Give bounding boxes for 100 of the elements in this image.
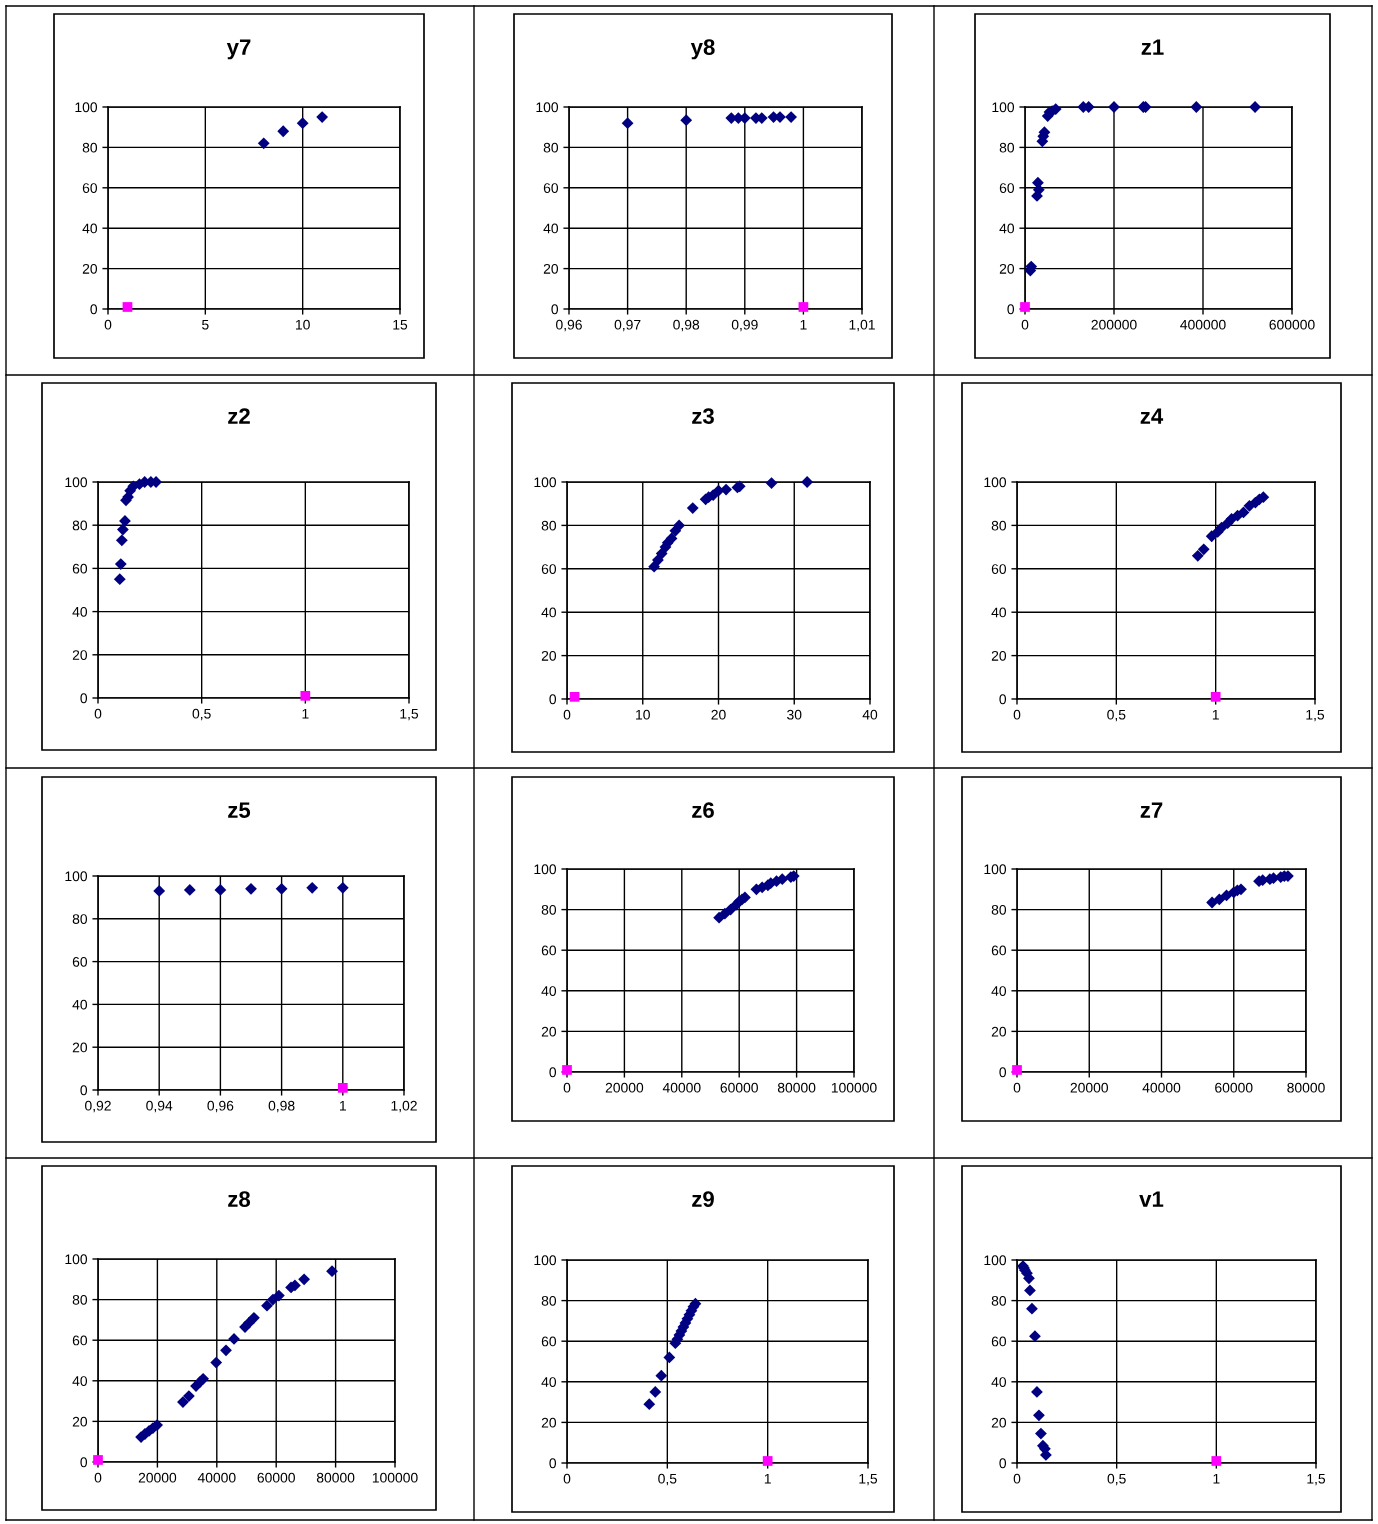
y-tick-label: 40 (541, 986, 557, 996)
y-tick-label: 100 (65, 871, 88, 882)
y-tick-label: 20 (72, 650, 88, 660)
y-tick-label: 40 (541, 607, 557, 618)
x-tick-label: 0 (104, 319, 112, 330)
x-tick-label: 0,98 (268, 1100, 295, 1113)
x-tick-label: 100000 (372, 1472, 418, 1483)
x-tick-label: 10 (296, 319, 310, 330)
x-tick-label: 1 (800, 319, 807, 330)
y-tick-label: 40 (543, 223, 559, 234)
x-tick-label: 60000 (1215, 1082, 1253, 1093)
y-tick-label: 0 (549, 1458, 557, 1469)
x-tick-label: 15 (393, 319, 408, 330)
x-tick-label: 40000 (197, 1472, 236, 1483)
x-tick-label: 80000 (316, 1472, 355, 1483)
x-tick-label: 30 (787, 709, 802, 720)
y-tick-label: 100 (536, 102, 559, 113)
x-tick-label: 20000 (1070, 1082, 1109, 1093)
y-tick-label: 20 (991, 1026, 1007, 1037)
x-tick-label: 1 (1213, 1473, 1220, 1484)
y-tick-label: 100 (65, 477, 88, 488)
chart-title: z6 (692, 802, 714, 818)
x-tick-label: 0,5 (192, 708, 211, 721)
x-tick-label: 1 (1212, 709, 1219, 720)
y-tick-label: 100 (534, 477, 557, 488)
y-tick-label: 80 (72, 1294, 88, 1305)
y-tick-label: 40 (72, 999, 88, 1010)
y-tick-label: 60 (991, 945, 1007, 956)
y-tick-label: 100 (984, 864, 1007, 875)
y-tick-label: 40 (72, 606, 88, 617)
x-tick-label: 60000 (720, 1082, 758, 1093)
x-tick-label: 80000 (1287, 1082, 1325, 1093)
x-tick-label: 0,5 (658, 1473, 677, 1486)
x-tick-label: 100000 (831, 1082, 877, 1093)
y-tick-label: 20 (999, 263, 1015, 274)
x-tick-label: 1 (340, 1100, 346, 1111)
y-tick-label: 20 (72, 1416, 88, 1427)
chart-title: y7 (226, 39, 251, 60)
y-tick-label: 20 (541, 650, 557, 661)
y-tick-label: 20 (541, 1417, 557, 1428)
y-tick-label: 100 (534, 864, 557, 875)
y-tick-label: 100 (984, 1255, 1007, 1266)
y-tick-label: 0 (90, 304, 98, 315)
x-tick-label: 0,98 (673, 319, 700, 332)
y-tick-label: 40 (72, 1376, 88, 1386)
y-tick-label: 20 (543, 263, 559, 274)
y-tick-label: 40 (991, 607, 1007, 618)
x-tick-label: 10 (636, 709, 650, 720)
y-tick-label: 20 (991, 1417, 1007, 1428)
y-tick-label: 20 (82, 263, 98, 274)
y-tick-label: 60 (543, 183, 559, 193)
y-tick-label: 80 (541, 904, 557, 915)
y-tick-label: 40 (999, 223, 1015, 234)
y-tick-label: 80 (999, 142, 1015, 153)
y-tick-label: 0 (80, 693, 88, 704)
x-tick-label: 20000 (138, 1472, 177, 1483)
chart-title: z7 (1140, 802, 1163, 818)
chart-title: z5 (228, 802, 251, 818)
y-tick-label: 60 (991, 1336, 1007, 1347)
y-tick-label: 100 (534, 1255, 557, 1266)
y-tick-label: 0 (80, 1457, 88, 1468)
y-tick-label: 60 (541, 1336, 557, 1347)
y-tick-label: 60 (991, 564, 1007, 574)
y-tick-label: 0 (999, 1458, 1007, 1469)
x-tick-label: 0,96 (556, 319, 582, 332)
x-tick-label: 0 (563, 1473, 571, 1484)
y-tick-label: 20 (541, 1026, 557, 1037)
x-tick-label: 5 (202, 319, 209, 330)
y-tick-label: 80 (72, 520, 88, 531)
chart-title: z8 (228, 1191, 251, 1207)
y-tick-label: 60 (82, 183, 98, 193)
y-tick-label: 100 (65, 1254, 88, 1265)
y-tick-label: 80 (82, 142, 98, 153)
y-tick-label: 60 (72, 1335, 88, 1346)
x-tick-label: 60000 (257, 1472, 295, 1483)
x-tick-label: 0,97 (614, 319, 641, 332)
y-tick-label: 80 (72, 914, 88, 924)
x-tick-label: 0,94 (146, 1100, 173, 1113)
chart-title: z3 (692, 408, 714, 424)
y-tick-label: 40 (541, 1377, 557, 1387)
x-tick-label: 40000 (1142, 1082, 1181, 1093)
chart-title: z2 (228, 408, 250, 424)
y-tick-label: 80 (543, 142, 559, 153)
y-tick-label: 80 (991, 520, 1007, 531)
x-tick-label: 1,5 (1306, 709, 1325, 722)
y-tick-label: 40 (82, 223, 98, 234)
y-tick-label: 80 (991, 904, 1007, 915)
x-tick-label: 1,01 (849, 319, 875, 332)
x-tick-label: 1 (764, 1473, 771, 1484)
y-tick-label: 100 (75, 102, 98, 113)
y-tick-label: 100 (984, 477, 1007, 488)
y-tick-label: 60 (541, 564, 557, 574)
x-tick-label: 80000 (777, 1082, 816, 1093)
x-tick-label: 0,99 (731, 319, 758, 332)
x-tick-label: 0,5 (1107, 1473, 1126, 1486)
x-tick-label: 0,96 (207, 1100, 234, 1113)
y-tick-label: 80 (541, 1295, 557, 1306)
y-tick-label: 0 (999, 694, 1007, 705)
x-tick-label: 600000 (1269, 319, 1315, 330)
x-tick-label: 400000 (1180, 319, 1226, 330)
